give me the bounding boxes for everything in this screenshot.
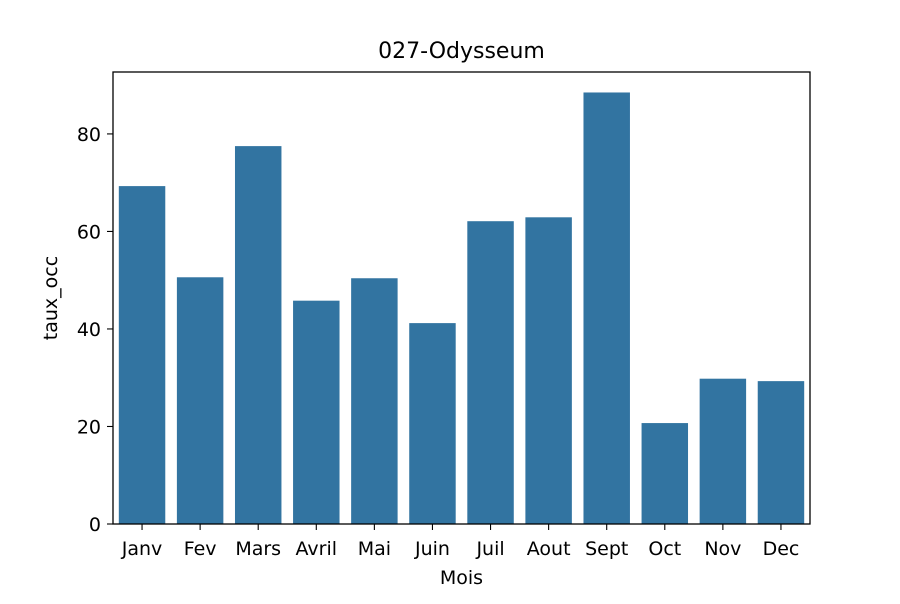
x-axis-label: Mois [440,567,483,589]
y-tick-label: 40 [77,319,101,341]
bar-fev [176,277,224,524]
bar-aout [525,217,572,525]
bar-oct [641,423,689,524]
bar-avril [293,300,340,524]
bars-group [118,92,805,525]
bar-janv [118,186,166,524]
bar-nov [699,378,747,524]
x-tick-label: Mars [235,538,281,560]
bar-dec [757,381,805,524]
x-tick-label: Nov [704,538,741,560]
x-tick-label: Avril [296,538,338,560]
x-tick-label: Juil [475,538,504,560]
x-tick-label: Sept [585,538,628,560]
x-tick-label: Juin [414,538,450,560]
bar-mai [351,278,398,524]
y-tick-label: 80 [77,124,101,146]
chart-title: 027-Odysseum [378,39,545,64]
x-tick-label: Janv [121,538,163,560]
x-tick-label: Aout [527,538,571,560]
y-tick-label: 20 [77,416,101,438]
y-axis-label: taux_occ [40,256,62,340]
x-tick-label: Mai [358,538,391,560]
bar-juin [409,323,456,524]
bar-mars [234,146,282,525]
y-tick-label: 60 [77,221,101,243]
plot-frame [112,71,811,525]
x-tick-label: Oct [648,538,681,560]
x-tick-label: Dec [763,538,800,560]
bar-sept [583,92,630,524]
x-tick-label: Fev [184,538,217,560]
y-tick-label: 0 [89,514,101,536]
bar-juil [467,221,514,524]
x-axis: Janv Fev Mars Avril Mai Juin Juil Aout Sept Oct No… [121,524,800,560]
y-axis: 0 20 40 60 80 [77,124,113,536]
